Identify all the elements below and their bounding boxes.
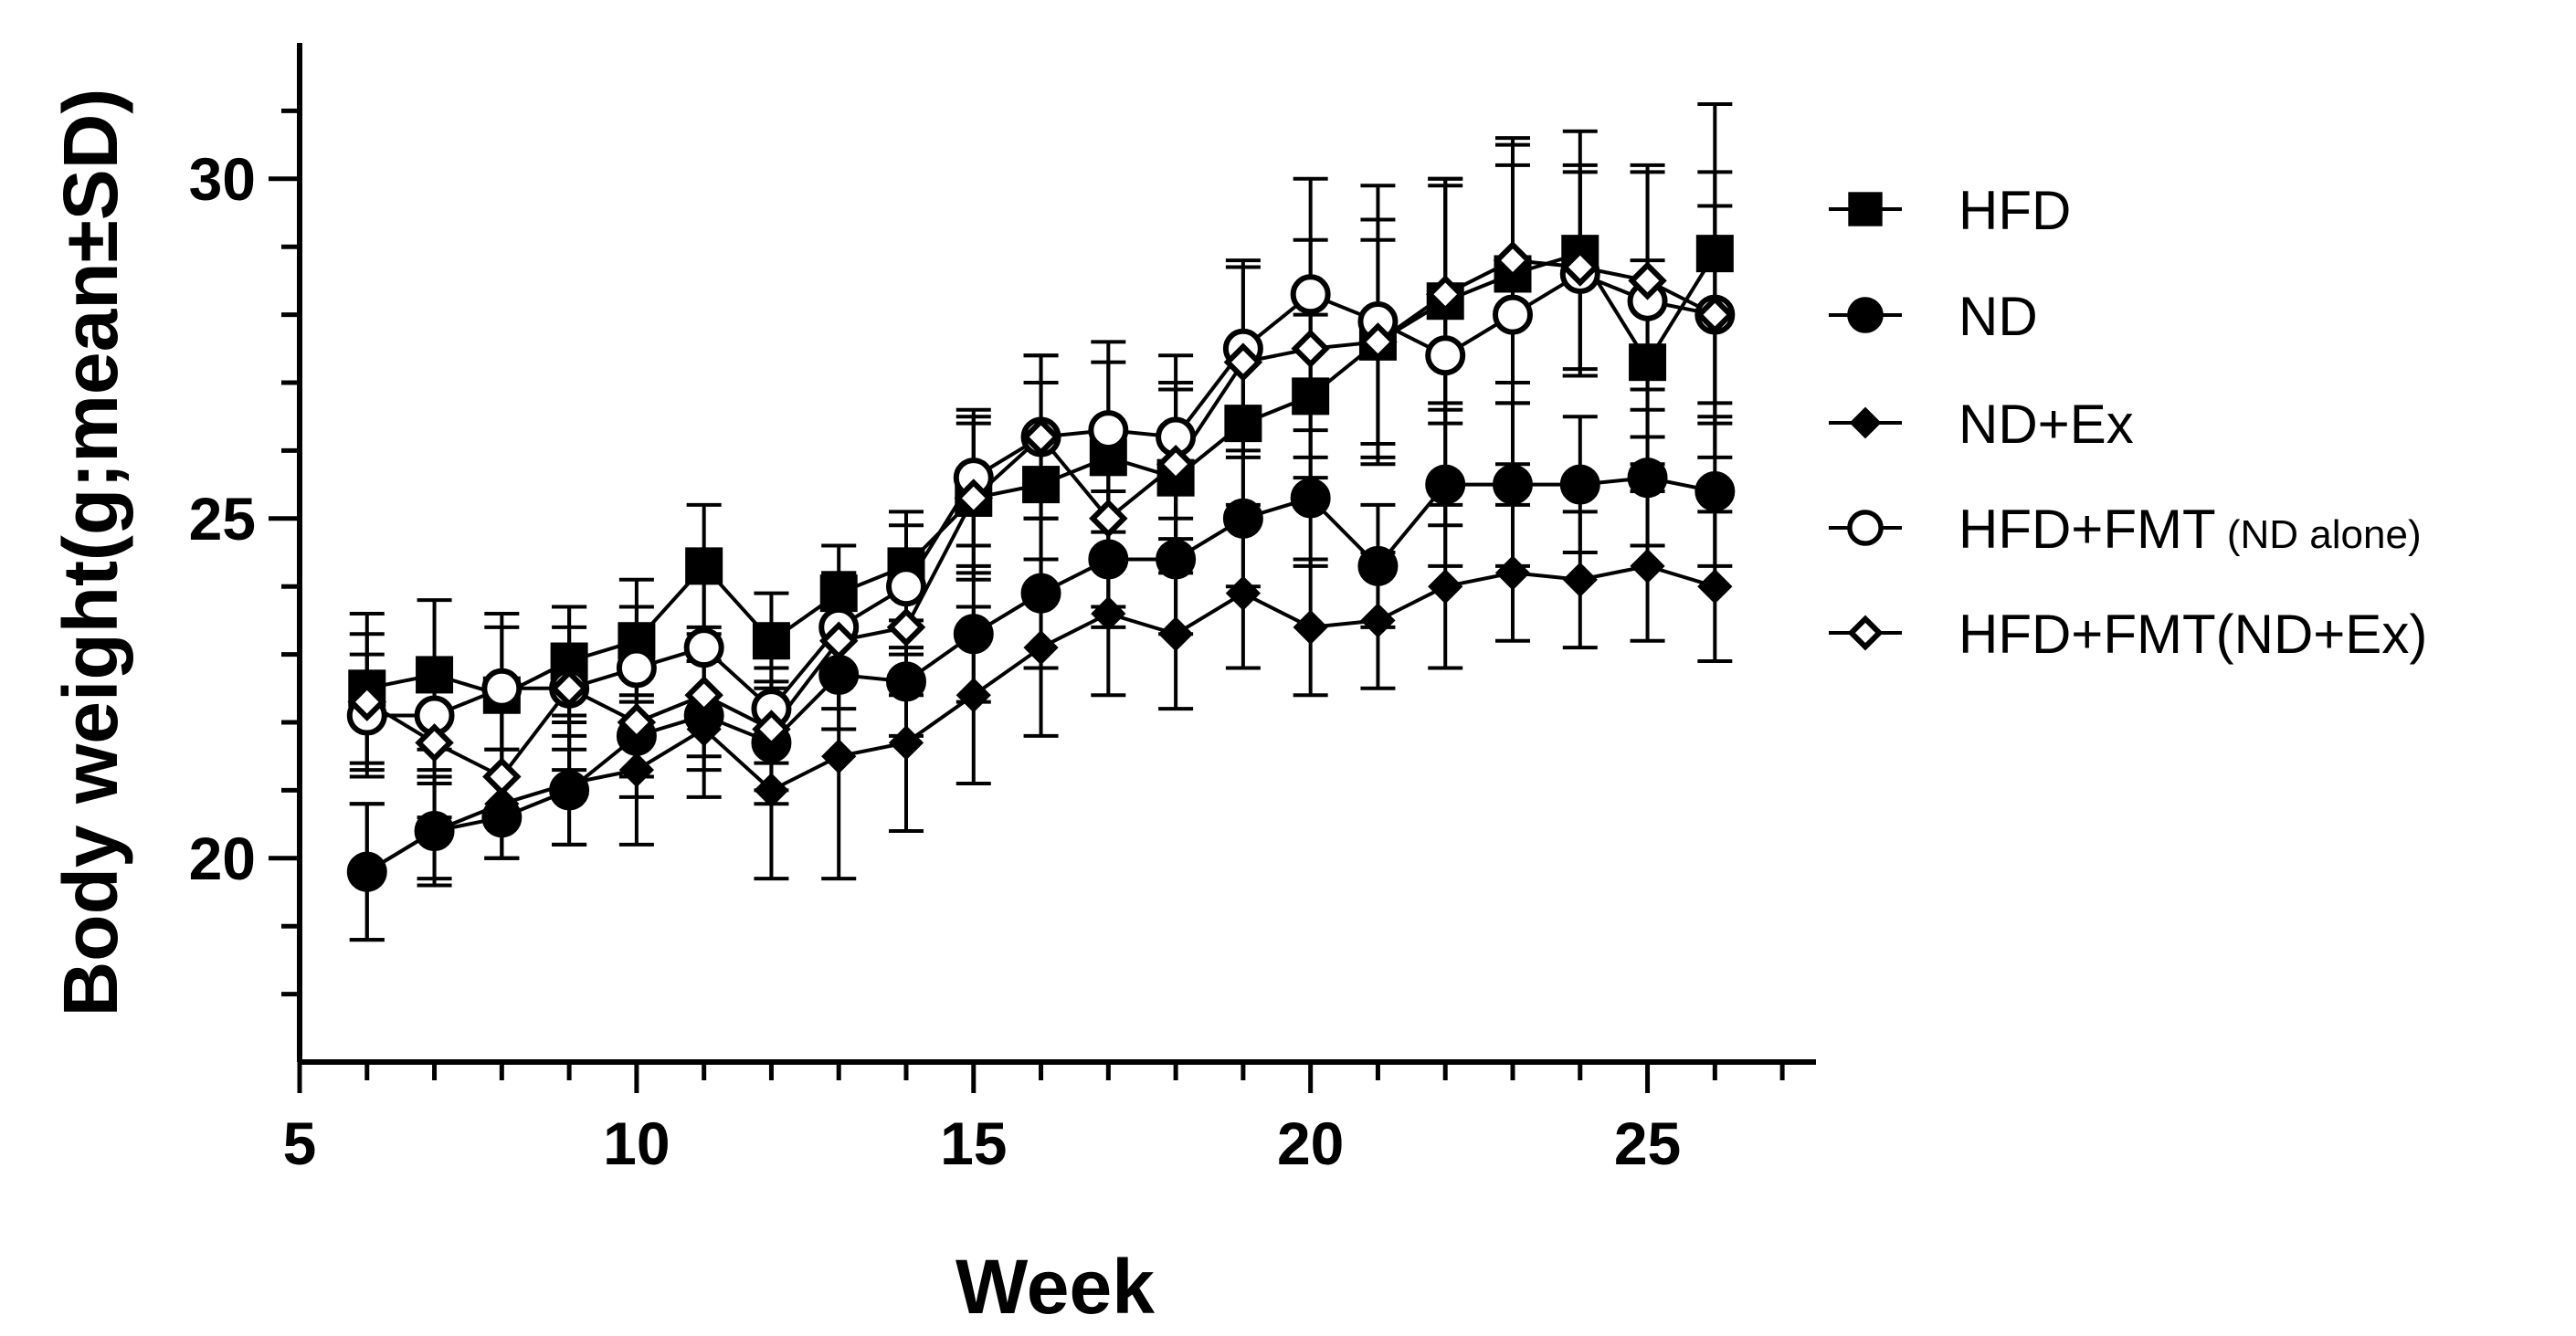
legend: HFD ND ND+Ex HFD+FMT (ND alone) HFD+FMT(ND+E… (1829, 180, 2427, 665)
data-point-hfd (1695, 235, 1734, 273)
legend-label-nd-ex: ND+Ex (1958, 394, 2134, 455)
data-point-nd (1559, 464, 1600, 505)
data-point-hfd-fmt-nd-alone (886, 566, 926, 607)
data-point-hfd-fmt-nd-ex (1628, 261, 1667, 300)
x-tick-label: 10 (603, 1110, 670, 1177)
data-point-nd-ex (821, 739, 857, 774)
data-point-nd-ex (618, 752, 655, 788)
data-point-nd (1425, 464, 1466, 505)
data-point-nd-ex (1562, 562, 1598, 597)
legend-label-hfd-fmt-nd-ex: HFD+FMT(ND+Ex) (1958, 604, 2427, 665)
data-point-nd-ex (1428, 569, 1463, 605)
series-markers (346, 235, 1736, 892)
x-tick-label: 5 (283, 1110, 317, 1177)
legend-label-hfd: HFD (1958, 180, 2071, 241)
data-point-hfd-fmt-nd-ex (1291, 329, 1330, 369)
data-point-hfd-fmt-nd-ex (954, 479, 994, 518)
data-point-hfd-fmt-nd-ex (886, 607, 926, 647)
y-tick-label: 30 (189, 145, 256, 213)
data-point-hfd (752, 622, 790, 660)
y-tick-label: 25 (189, 485, 256, 552)
data-point-hfd-fmt-nd-alone (1088, 410, 1129, 451)
data-point-hfd (819, 574, 858, 613)
legend-label-hfd-fmt-nd-alone: HFD+FMT (ND alone) (1958, 499, 2422, 560)
axes: 5 10 15 20 25 20 25 30 Week Body weight(g;mean±SD… (48, 43, 1816, 1330)
data-point-nd (953, 614, 994, 655)
x-tick-label: 15 (940, 1110, 1007, 1177)
data-point-hfd-fmt-nd-ex (1493, 240, 1533, 280)
data-point-hfd-fmt-nd-ex (818, 621, 859, 660)
data-point-nd-ex (1360, 603, 1396, 638)
data-point-nd (1020, 573, 1061, 614)
legend-marker-nd-ex (1849, 406, 1882, 439)
data-point-hfd (416, 656, 454, 694)
data-point-hfd-fmt-nd-ex (1223, 342, 1263, 382)
legend-marker-nd (1847, 297, 1884, 333)
legend-marker-hfd (1848, 192, 1883, 226)
x-tick-label: 25 (1614, 1110, 1681, 1177)
data-point-hfd-fmt-nd-ex (482, 757, 522, 796)
data-point-hfd-fmt-nd-alone (481, 668, 523, 709)
data-point-nd-ex (1157, 616, 1194, 652)
data-point-nd-ex (484, 786, 520, 822)
data-point-nd (1290, 478, 1331, 519)
data-point-nd-ex (754, 773, 789, 808)
data-point-nd (1156, 539, 1197, 580)
data-point-hfd (1292, 377, 1330, 416)
legend-marker-hfd-fmt-nd-alone (1847, 510, 1884, 546)
y-axis-title: Body weight(g;mean±SD) (48, 89, 133, 1017)
data-point-nd-ex (1091, 595, 1126, 632)
data-point-nd-ex (551, 765, 587, 802)
data-point-hfd-fmt-nd-ex (752, 710, 791, 749)
data-point-hfd-fmt-nd-alone (1493, 294, 1533, 335)
data-point-hfd (1224, 405, 1262, 443)
data-point-hfd (685, 547, 723, 585)
data-point-hfd-fmt-nd-ex (684, 675, 723, 715)
data-point-hfd-fmt-nd-ex (1425, 275, 1465, 314)
data-point-hfd-fmt-nd-alone (683, 627, 724, 668)
data-point-hfd-fmt-nd-ex (347, 682, 387, 721)
data-point-hfd-fmt-nd-ex (549, 668, 589, 709)
data-point-nd-ex (417, 813, 452, 849)
data-point-hfd-fmt-nd-ex (1695, 295, 1735, 334)
data-point-hfd-fmt-nd-ex (617, 702, 657, 742)
legend-marker-hfd-fmt-nd-ex (1847, 615, 1884, 651)
data-point-nd-ex (1293, 609, 1328, 645)
data-point-hfd (1629, 343, 1667, 382)
data-point-nd (1357, 545, 1399, 586)
data-point-hfd-fmt-nd-ex (1156, 445, 1196, 484)
data-point-nd-ex (1697, 569, 1733, 605)
data-point-nd-ex (1225, 575, 1262, 611)
data-point-nd (1222, 498, 1263, 539)
data-point-nd-ex (955, 678, 991, 713)
data-point-nd-ex (349, 854, 385, 889)
data-point-nd (1627, 458, 1668, 499)
data-point-hfd-fmt-nd-ex (1358, 322, 1398, 362)
data-point-nd-ex (1630, 548, 1665, 584)
data-point-nd-ex (888, 725, 924, 761)
y-tick-label: 20 (189, 825, 256, 892)
data-point-nd-ex (686, 711, 722, 747)
legend-label-suffix: (ND alone) (2216, 512, 2422, 557)
data-point-nd (886, 661, 926, 702)
data-point-hfd-fmt-nd-ex (415, 723, 454, 763)
data-point-hfd-fmt-nd-alone (1290, 274, 1331, 315)
x-tick-label: 20 (1277, 1110, 1344, 1177)
error-bars (349, 101, 1733, 942)
data-point-nd (1493, 464, 1533, 505)
data-point-hfd-fmt-nd-ex (1089, 499, 1128, 539)
legend-label-nd: ND (1958, 286, 2038, 347)
x-axis-title: Week (955, 1244, 1155, 1330)
data-point-nd-ex (1023, 630, 1059, 666)
data-point-hfd-fmt-nd-ex (1021, 417, 1061, 457)
data-point-hfd-fmt-nd-alone (616, 647, 657, 689)
data-point-nd (818, 654, 860, 695)
data-point-hfd (1022, 466, 1061, 504)
data-point-nd (1694, 471, 1736, 512)
data-point-hfd-fmt-nd-alone (1425, 335, 1466, 376)
data-point-nd-ex (1494, 555, 1531, 591)
data-point-hfd-fmt-nd-ex (1560, 247, 1600, 287)
data-point-nd (1088, 539, 1129, 580)
